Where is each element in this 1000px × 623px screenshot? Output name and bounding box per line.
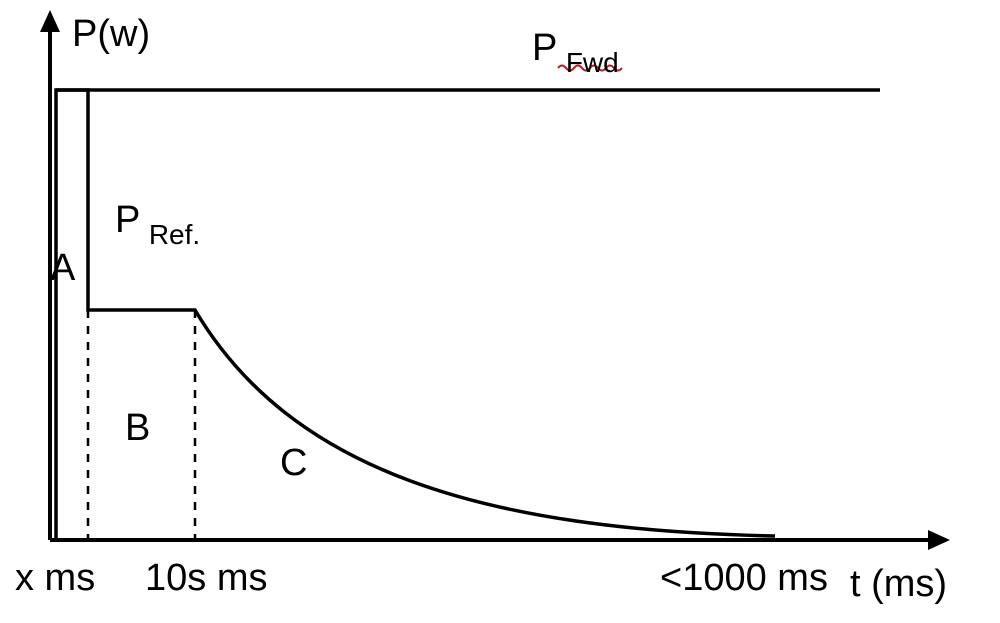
region-b-label: B [125, 407, 150, 449]
y-axis-arrowhead [40, 10, 60, 32]
power-vs-time-diagram: P(w) t (ms) P Fwd P Ref. A B C x ms 10s … [0, 0, 1000, 623]
p-fwd-label: P Fwd [532, 27, 619, 78]
region-c-label: C [280, 442, 307, 484]
region-a-label: A [50, 247, 76, 289]
x-tick-xms: x ms [15, 557, 95, 599]
x-tick-10sms: 10s ms [145, 557, 267, 599]
p-ref-curve [56, 90, 775, 540]
x-axis-label: t (ms) [850, 563, 947, 605]
x-axis-arrowhead [928, 530, 950, 550]
p-ref-label: P Ref. [115, 199, 200, 250]
x-tick-1000ms: <1000 ms [660, 557, 828, 599]
y-axis-label: P(w) [72, 13, 150, 55]
